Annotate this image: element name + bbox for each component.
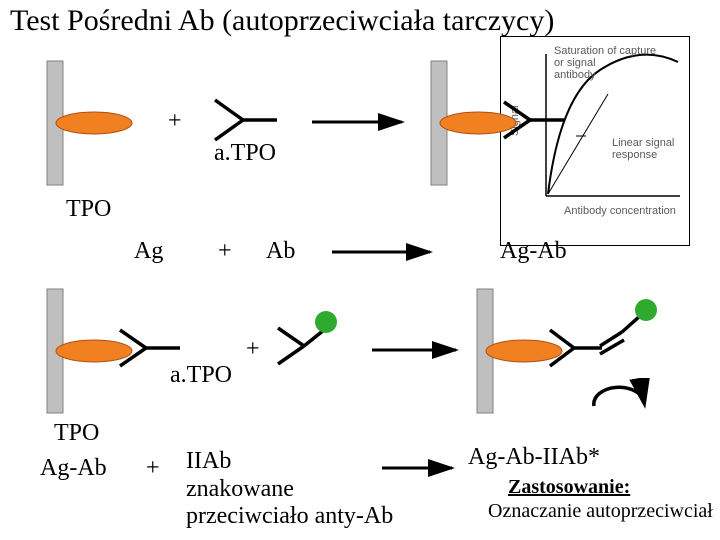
reaction-arrow	[330, 242, 440, 262]
application-title: Zastosowanie:	[508, 476, 630, 498]
plus-symbol: +	[146, 455, 160, 481]
eq-agabiiab: Ag-Ab-IIAb*	[468, 444, 600, 470]
reaction-arrow	[370, 340, 465, 360]
plus-symbol: +	[246, 336, 260, 362]
eq-ag: Ag	[134, 238, 163, 264]
eq-iiab-block: IIAb znakowane przeciwciało anty-Ab	[186, 448, 406, 531]
svg-text:Antibody concentration: Antibody concentration	[564, 205, 676, 217]
label-tpo: TPO	[66, 196, 111, 222]
svg-text:Saturation of capture: Saturation of capture	[554, 45, 656, 57]
svg-text:Linear signal: Linear signal	[612, 137, 674, 149]
label-atpo: a.TPO	[214, 140, 276, 166]
label-tpo: TPO	[54, 420, 99, 446]
eq-ab: Ab	[266, 238, 295, 264]
page-title: Test Pośredni Ab (autoprzeciwciała tarcz…	[10, 4, 710, 38]
cycle-arrow-icon	[586, 378, 656, 422]
eq-iiab-l2: znakowane	[186, 476, 294, 502]
eq-iiab-l1: IIAb	[186, 448, 231, 474]
plus-symbol: +	[218, 238, 232, 264]
svg-text:response: response	[612, 149, 657, 161]
plus-symbol: +	[168, 108, 182, 134]
eq-agab: Ag-Ab	[40, 455, 107, 481]
reaction-arrow	[380, 458, 460, 478]
eq-iiab-l3: przeciwciało anty-Ab	[186, 503, 393, 529]
reaction-arrow	[310, 112, 410, 132]
slide: Test Pośredni Ab (autoprzeciwciała tarcz…	[0, 0, 720, 540]
application-text: Oznaczanie autoprzeciwciał	[488, 500, 713, 522]
eq-agab: Ag-Ab	[500, 238, 567, 264]
signal-label-icon	[312, 308, 340, 336]
svg-text:or signal: or signal	[554, 57, 596, 69]
svg-text:antibody: antibody	[554, 69, 596, 81]
antigen-tpo	[54, 108, 144, 138]
antibody-bound	[498, 94, 578, 146]
signal-label-icon	[632, 296, 660, 324]
label-atpo: a.TPO	[170, 362, 232, 388]
antibody-atpo	[205, 94, 285, 146]
